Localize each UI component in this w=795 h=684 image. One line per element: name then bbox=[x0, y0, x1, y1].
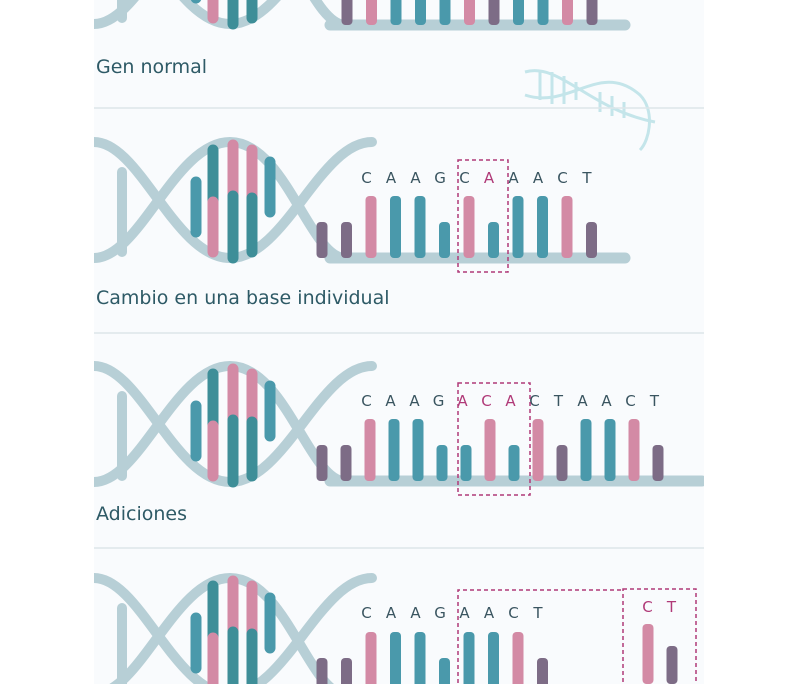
base-letter: A bbox=[386, 604, 397, 622]
base-bar bbox=[488, 222, 499, 258]
base-bar bbox=[463, 196, 475, 258]
base-letter: C bbox=[557, 169, 568, 187]
base-letter: G bbox=[434, 169, 447, 187]
base-bar bbox=[537, 0, 549, 25]
base-letter: A bbox=[457, 392, 468, 410]
base-bar bbox=[414, 196, 426, 258]
base-bar bbox=[562, 0, 573, 25]
base-bar bbox=[412, 419, 424, 481]
base-bar bbox=[365, 196, 377, 258]
base-bar bbox=[580, 419, 592, 481]
base-bar bbox=[316, 658, 328, 684]
caption-adiciones: Adiciones bbox=[96, 503, 187, 525]
base-bar bbox=[365, 632, 377, 684]
base-bar bbox=[604, 419, 616, 481]
base-bar bbox=[439, 222, 450, 258]
base-letter: G bbox=[433, 392, 446, 410]
base-letter: C bbox=[625, 392, 636, 410]
base-letter: A bbox=[508, 169, 519, 187]
base-bar bbox=[388, 419, 400, 481]
base-bar bbox=[439, 658, 450, 684]
base-bar bbox=[586, 222, 597, 258]
base-letter: A bbox=[505, 392, 516, 410]
base-bar bbox=[484, 419, 496, 481]
base-bar bbox=[464, 0, 475, 25]
base-letter: C bbox=[529, 392, 540, 410]
panel-1 bbox=[94, 0, 631, 31]
base-bar bbox=[390, 0, 402, 25]
base-letter: A bbox=[409, 392, 420, 410]
deleted-bases-box bbox=[622, 588, 697, 684]
base-bar bbox=[415, 0, 426, 25]
base-bar bbox=[341, 222, 352, 258]
base-letter: T bbox=[649, 392, 660, 410]
deletion-highlight-box bbox=[457, 589, 622, 684]
base-bar bbox=[390, 632, 401, 684]
base-bar bbox=[414, 632, 426, 684]
dna-mutation-diagram: C A A G C A A A C TC A A G A C A C T A A C TC A A G A A C T C T Gen no… bbox=[94, 0, 704, 684]
base-bar bbox=[390, 196, 401, 258]
base-bar bbox=[512, 632, 524, 684]
base-letter: T bbox=[581, 169, 592, 187]
base-bar bbox=[586, 0, 598, 25]
base-bar bbox=[532, 419, 544, 481]
base-bar bbox=[508, 445, 520, 481]
deleted-base-letter: C bbox=[642, 598, 653, 616]
base-bar bbox=[316, 445, 328, 481]
deleted-base-bar bbox=[642, 624, 654, 684]
base-letter: A bbox=[410, 169, 421, 187]
base-bar bbox=[316, 222, 328, 258]
caption-gen-normal: Gen normal bbox=[96, 56, 207, 78]
base-letter: A bbox=[484, 169, 495, 187]
base-letter: C bbox=[508, 604, 519, 622]
base-letter: C bbox=[361, 392, 372, 410]
mutation-highlight-box bbox=[457, 382, 531, 496]
base-bar bbox=[463, 632, 475, 684]
base-bar bbox=[439, 0, 451, 25]
base-letter: A bbox=[459, 604, 470, 622]
base-bar bbox=[488, 0, 500, 25]
base-letter: A bbox=[386, 169, 397, 187]
dna-decoration-icon bbox=[524, 69, 656, 152]
base-letter: T bbox=[553, 392, 564, 410]
base-bar bbox=[488, 632, 499, 684]
caption-cambio-base: Cambio en una base individual bbox=[96, 287, 390, 309]
base-letter: A bbox=[385, 392, 396, 410]
base-letter: A bbox=[601, 392, 612, 410]
base-letter: C bbox=[361, 169, 372, 187]
mutation-highlight-box bbox=[457, 159, 509, 273]
deleted-base-letter: T bbox=[666, 598, 677, 616]
base-letter: A bbox=[410, 604, 421, 622]
base-letter: A bbox=[533, 169, 544, 187]
base-bar bbox=[364, 419, 376, 481]
base-bar bbox=[537, 658, 548, 684]
base-bar bbox=[513, 0, 524, 25]
base-letter: A bbox=[577, 392, 588, 410]
base-bar bbox=[512, 196, 524, 258]
base-bar bbox=[341, 0, 353, 25]
base-letter: C bbox=[459, 169, 470, 187]
base-letter: T bbox=[532, 604, 543, 622]
base-bar bbox=[366, 0, 377, 25]
base-letter: C bbox=[361, 604, 372, 622]
base-letter: G bbox=[434, 604, 447, 622]
base-letter: C bbox=[481, 392, 492, 410]
base-bar bbox=[652, 445, 664, 481]
base-bar bbox=[628, 419, 640, 481]
base-bar bbox=[436, 445, 448, 481]
deleted-base-bar bbox=[666, 646, 678, 684]
base-bar bbox=[341, 658, 352, 684]
helix-strand bbox=[94, 573, 377, 684]
base-letter: A bbox=[484, 604, 495, 622]
base-bar bbox=[537, 196, 548, 258]
base-bar bbox=[561, 196, 573, 258]
base-bar bbox=[340, 445, 352, 481]
base-bar bbox=[556, 445, 568, 481]
base-bar bbox=[460, 445, 472, 481]
